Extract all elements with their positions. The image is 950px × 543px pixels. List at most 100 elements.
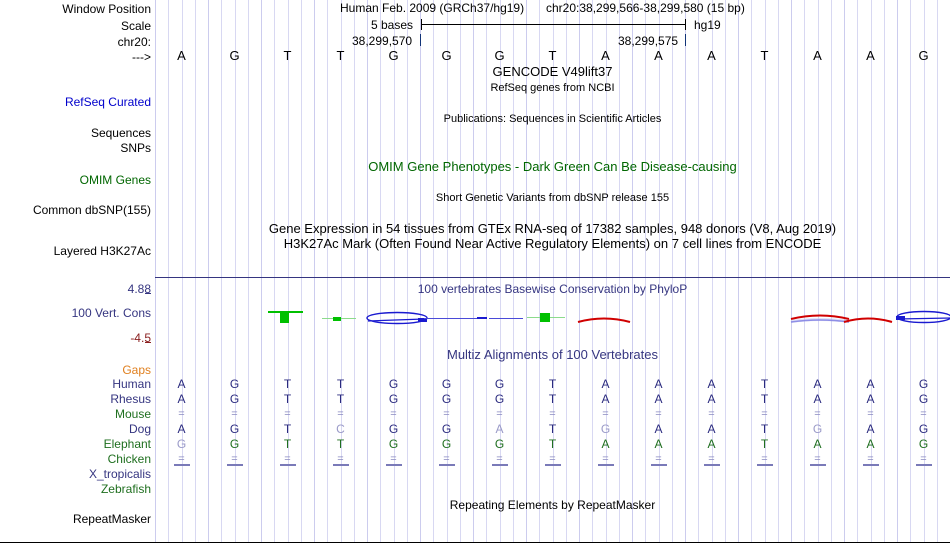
multiz-cell-mouse-11: = bbox=[761, 408, 768, 420]
assembly-db-label: hg19 bbox=[694, 18, 721, 32]
multiz-cell-human-11: T bbox=[760, 377, 769, 391]
track-label-column: Window Position Scale chr20: ---> RefSeq… bbox=[0, 0, 155, 543]
multiz-cell-chicken-1: = bbox=[231, 453, 238, 465]
label-species-mouse[interactable]: Mouse bbox=[114, 407, 151, 421]
multiz-cell-rhesus-14: G bbox=[918, 392, 929, 406]
label-snps[interactable]: SNPs bbox=[120, 141, 151, 155]
multiz-cell-rhesus-4: G bbox=[388, 392, 399, 406]
multiz-cell-chicken-9: = bbox=[655, 453, 662, 465]
multiz-cell-human-8: A bbox=[601, 377, 610, 391]
multiz-gap-mark-13 bbox=[862, 464, 879, 466]
cons-flatline-2 bbox=[489, 318, 523, 319]
multiz-cell-mouse-1: = bbox=[231, 408, 238, 420]
label-omim-genes[interactable]: OMIM Genes bbox=[79, 173, 151, 187]
label-common-dbsnp[interactable]: Common dbSNP(155) bbox=[32, 203, 151, 217]
ruler-base-1: G bbox=[229, 48, 240, 63]
label-species-human[interactable]: Human bbox=[112, 377, 151, 391]
multiz-cell-mouse-0: = bbox=[178, 408, 185, 420]
cons-arc-red-3 bbox=[843, 317, 893, 323]
multiz-cell-dog-1: G bbox=[229, 422, 240, 436]
multiz-gap-mark-1 bbox=[226, 464, 243, 466]
multiz-cell-mouse-8: = bbox=[602, 408, 609, 420]
multiz-cell-elephant-11: T bbox=[760, 437, 769, 451]
multiz-cell-human-4: G bbox=[388, 377, 399, 391]
conservation-top-border bbox=[155, 277, 950, 278]
label-species-elephant[interactable]: Elephant bbox=[103, 437, 151, 451]
cons-lens-2 bbox=[896, 310, 950, 324]
label-100-vert-cons[interactable]: 100 Vert. Cons bbox=[71, 306, 151, 320]
multiz-cell-chicken-12: = bbox=[814, 453, 821, 465]
multiz-cell-elephant-13: A bbox=[866, 437, 875, 451]
multiz-gap-mark-3 bbox=[332, 464, 349, 466]
multiz-cell-rhesus-1: G bbox=[229, 392, 240, 406]
multiz-cell-rhesus-9: A bbox=[654, 392, 663, 406]
multiz-cell-elephant-14: G bbox=[918, 437, 929, 451]
multiz-cell-elephant-4: G bbox=[388, 437, 399, 451]
ruler-tick-label-1: 38,299,575 bbox=[618, 34, 679, 48]
center-label-refseq-ncbi: RefSeq genes from NCBI bbox=[490, 82, 615, 94]
scale-bar bbox=[421, 19, 686, 30]
multiz-cell-chicken-5: = bbox=[443, 453, 450, 465]
scale-text: 5 bases bbox=[371, 18, 414, 32]
multiz-cell-rhesus-11: T bbox=[760, 392, 769, 406]
cons-axis-max: 4.88 bbox=[127, 282, 151, 296]
label-species-zebrafish[interactable]: Zebrafish bbox=[100, 482, 151, 496]
ruler-base-14: G bbox=[918, 48, 929, 63]
label-species-x-tropicalis[interactable]: X_tropicalis bbox=[88, 467, 151, 481]
center-label-dbsnp: Short Genetic Variants from dbSNP releas… bbox=[435, 192, 670, 204]
multiz-gap-mark-11 bbox=[756, 464, 773, 466]
cons-bar-2 bbox=[333, 317, 341, 321]
multiz-gap-mark-9 bbox=[650, 464, 667, 466]
multiz-cell-dog-10: A bbox=[707, 422, 716, 436]
multiz-gap-mark-0 bbox=[173, 464, 190, 466]
multiz-cell-human-10: A bbox=[707, 377, 716, 391]
cons-arc-red-1 bbox=[577, 317, 631, 323]
multiz-cell-mouse-4: = bbox=[390, 408, 397, 420]
multiz-cell-mouse-9: = bbox=[655, 408, 662, 420]
label-repeatmasker[interactable]: RepeatMasker bbox=[72, 512, 151, 526]
multiz-gap-mark-7 bbox=[544, 464, 561, 466]
multiz-cell-dog-11: T bbox=[760, 422, 769, 436]
ruler-base-11: T bbox=[760, 48, 769, 63]
multiz-cell-dog-12: G bbox=[812, 422, 823, 436]
multiz-cell-chicken-8: = bbox=[602, 453, 609, 465]
multiz-cell-human-9: A bbox=[654, 377, 663, 391]
multiz-cell-human-2: T bbox=[283, 377, 292, 391]
multiz-cell-dog-8: G bbox=[600, 422, 611, 436]
multiz-cell-mouse-5: = bbox=[443, 408, 450, 420]
label-species-chicken[interactable]: Chicken bbox=[107, 452, 151, 466]
repeatmasker-title: Repeating Elements by RepeatMasker bbox=[449, 498, 656, 512]
label-species-rhesus[interactable]: Rhesus bbox=[110, 392, 151, 406]
multiz-cell-chicken-0: = bbox=[178, 453, 185, 465]
multiz-cell-mouse-12: = bbox=[814, 408, 821, 420]
multiz-cell-dog-13: A bbox=[866, 422, 875, 436]
ruler-base-7: T bbox=[548, 48, 557, 63]
multiz-cell-rhesus-2: T bbox=[283, 392, 292, 406]
multiz-cell-chicken-10: = bbox=[708, 453, 715, 465]
multiz-gap-mark-14 bbox=[915, 464, 932, 466]
multiz-gap-mark-2 bbox=[279, 464, 296, 466]
multiz-gap-mark-6 bbox=[491, 464, 508, 466]
multiz-cell-mouse-3: = bbox=[337, 408, 344, 420]
multiz-cell-human-7: T bbox=[548, 377, 557, 391]
center-label-gtex: Gene Expression in 54 tissues from GTEx … bbox=[268, 221, 837, 236]
multiz-cell-human-0: A bbox=[177, 377, 186, 391]
multiz-cell-rhesus-6: G bbox=[494, 392, 505, 406]
multiz-cell-human-12: A bbox=[813, 377, 822, 391]
label-chrom: chr20: bbox=[117, 35, 151, 49]
multiz-cell-dog-0: A bbox=[177, 422, 186, 436]
center-label-gencode: GENCODE V49lift37 bbox=[492, 64, 613, 79]
multiz-cell-rhesus-8: A bbox=[601, 392, 610, 406]
ruler-tick-label-0: 38,299,570 bbox=[352, 34, 413, 48]
multiz-cell-mouse-6: = bbox=[496, 408, 503, 420]
label-refseq-curated[interactable]: RefSeq Curated bbox=[64, 95, 151, 109]
label-layered-h3k27ac[interactable]: Layered H3K27Ac bbox=[53, 244, 151, 258]
cons-axis-min: -4.5 bbox=[130, 331, 151, 345]
label-sequences[interactable]: Sequences bbox=[90, 126, 151, 140]
multiz-cell-elephant-10: A bbox=[707, 437, 716, 451]
multiz-cell-elephant-12: A bbox=[813, 437, 822, 451]
label-gaps[interactable]: Gaps bbox=[122, 363, 151, 377]
multiz-cell-human-1: G bbox=[229, 377, 240, 391]
label-species-dog[interactable]: Dog bbox=[128, 422, 151, 436]
